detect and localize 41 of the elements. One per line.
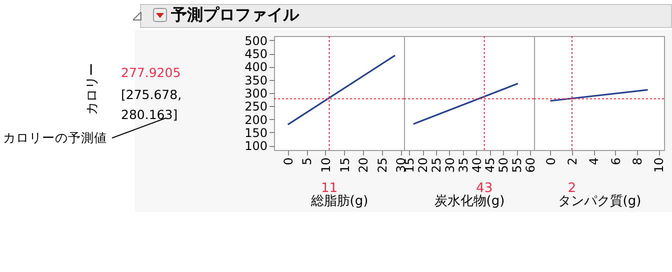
x-tick-label: 5 [300,158,314,166]
x-tick-label: 10 [652,158,666,173]
x-tick-label: 0 [544,158,558,166]
y-axis-title: カロリー [84,62,101,117]
y-tick-label: 350 [244,73,268,88]
x-tick-label: 4 [587,158,602,166]
x-tick-label: 15 [338,158,352,173]
x-tick-label: 0 [281,158,296,166]
x-tick-label: 8 [630,158,644,166]
y-tick-label: 500 [244,34,268,48]
x-tick-label: 20 [416,158,430,173]
y-tick-label: 300 [244,86,268,100]
x-tick-label: 40 [470,158,484,173]
x-tick-label: 55 [510,158,524,173]
x-tick-label: 50 [496,158,511,173]
chart-title: 予測プロファイル [171,5,299,25]
ref-line-label: 2 [568,181,576,196]
x-tick-label: 25 [375,158,390,173]
x-tick-label: 6 [608,158,623,166]
x-axis-title: タンパク質(g) [558,194,642,209]
y-tick-label: 250 [244,100,268,114]
y-tick-label: 400 [244,60,268,74]
ref-line-label: 11 [320,181,338,196]
x-tick-label: 10 [318,158,333,173]
y-tick-label: 200 [244,112,268,127]
x-axis-title: 総脂肪(g) [310,194,368,209]
x-axis-title: 炭水化物(g) [434,194,505,209]
x-tick-label: 2 [565,158,580,166]
x-tick-label: 35 [456,158,470,173]
text: [275.678, 280.163] [121,86,182,124]
x-tick-label: 25 [429,158,444,173]
x-tick-label: 20 [356,158,371,173]
ref-line-label: 277.9205 [121,65,181,80]
y-tick-label: 100 [244,139,268,154]
x-tick-label: 60 [523,158,538,173]
y-tick-label: 450 [244,47,268,62]
y-tick-label: 150 [244,126,268,140]
text: カロリーの予測値 [3,130,107,147]
ref-line-label: 43 [476,181,493,196]
x-tick-label: 45 [483,158,498,173]
x-tick-label: 30 [442,158,457,173]
